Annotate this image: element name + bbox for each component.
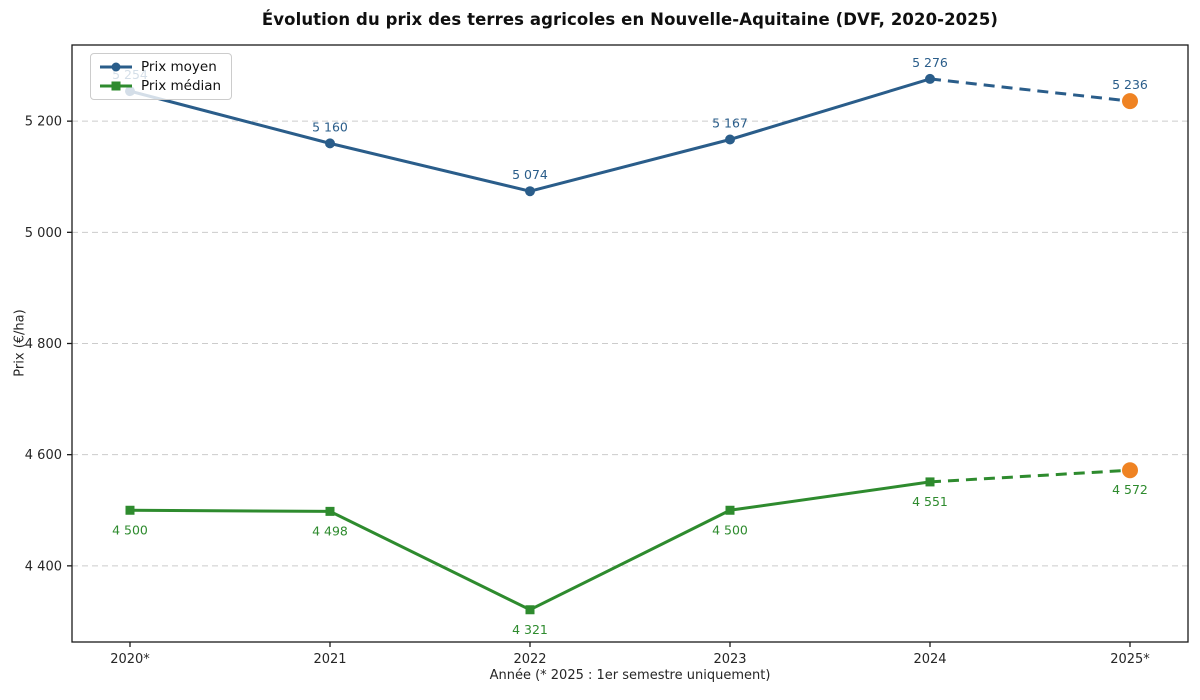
data-point [925, 73, 935, 84]
data-label: 4 500 [112, 522, 148, 537]
line-square-marker-icon [100, 81, 132, 91]
x-tick-label: 2024 [913, 652, 946, 667]
data-label: 5 074 [512, 167, 548, 182]
legend-label-prix-median: Prix médian [141, 78, 222, 94]
data-point [725, 505, 735, 515]
data-label: 4 498 [312, 523, 348, 538]
x-axis-label: Année (* 2025 : 1er semestre uniquement) [489, 668, 771, 683]
plot-border [71, 44, 1189, 643]
legend-label-prix-moyen: Prix moyen [141, 59, 217, 75]
y-tick-label: 5 200 [25, 115, 62, 130]
data-label: 5 160 [312, 119, 348, 134]
legend-item-prix-moyen: Prix moyen [98, 59, 221, 75]
x-tick-label: 2025* [1110, 652, 1150, 667]
data-label: 4 551 [912, 494, 948, 509]
data-label: 5 167 [712, 115, 748, 130]
x-tick-label: 2021 [313, 652, 346, 667]
data-label: 5 236 [1112, 77, 1148, 92]
x-tick-label: 2023 [713, 652, 746, 667]
series-line-prix-médian [128, 480, 932, 612]
data-label: 4 500 [712, 522, 748, 537]
y-tick-label: 4 800 [25, 337, 62, 352]
y-tick-label: 4 400 [25, 559, 62, 574]
y-tick-label: 5 000 [25, 226, 62, 241]
data-label: 4 572 [1112, 482, 1148, 497]
data-point-latest [1122, 93, 1138, 110]
data-point [725, 134, 735, 145]
data-point [525, 186, 535, 197]
series-dashed-segment [929, 468, 1131, 484]
y-axis-label: Prix (€/ha) [12, 309, 28, 377]
data-point-latest [1122, 462, 1138, 479]
series-dashed-segment [929, 77, 1131, 103]
chart-title: Évolution du prix des terres agricoles e… [261, 10, 999, 29]
legend-item-prix-median: Prix médian [98, 78, 221, 94]
x-tick-label: 2022 [513, 652, 546, 667]
data-point [125, 505, 135, 515]
data-point [325, 138, 335, 149]
data-point [325, 506, 335, 516]
data-label: 4 321 [512, 622, 548, 637]
y-tick-label: 4 600 [25, 448, 62, 463]
legend: Prix moyen Prix médian [90, 53, 233, 100]
data-label: 5 276 [912, 55, 948, 70]
data-point [525, 605, 535, 615]
data-point [925, 477, 935, 487]
x-tick-label: 2020* [110, 652, 150, 667]
line-circle-marker-icon [100, 62, 132, 72]
